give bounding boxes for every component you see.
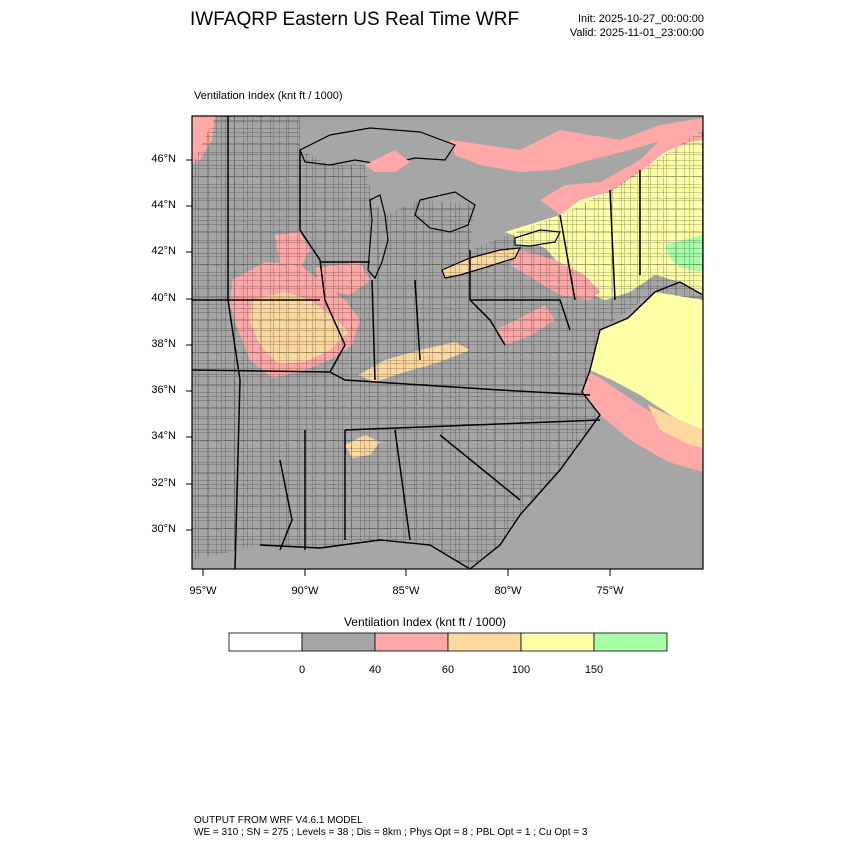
graticule [639,299,703,381]
lon-label: 75°W [596,585,624,597]
lat-ticks [186,159,192,531]
colorbar-bin [374,632,449,652]
colorbar-bin [593,632,668,652]
colorbar-bin [301,632,376,652]
coastline [259,281,703,569]
lon-label: 90°W [291,585,319,597]
lat-label: 36°N [151,384,176,396]
lake-superior-patch [365,150,410,172]
footer-model-line: OUTPUT FROM WRF V4.6.1 MODEL [194,815,363,826]
init-time: Init: 2025-10-27_00:00:00 [578,13,704,25]
main-title: IWFAQRP Eastern US Real Time WRF [190,9,520,30]
northeast-moderate-band [540,128,703,215]
colorbar [228,632,668,652]
lon-label: 80°W [494,585,522,597]
lat-label: 30°N [151,523,176,535]
state-boundaries [192,116,641,569]
lon-label: 85°W [392,585,420,597]
map-frame [191,115,704,570]
lat-label: 32°N [151,477,176,489]
colorbar-bin [447,632,522,652]
lat-label: 38°N [151,338,176,350]
lon-ticks [202,569,611,576]
ocean-high-region [590,292,703,430]
lon-label: 95°W [189,585,217,597]
canada-moderate-band [450,118,703,172]
colorbar-level-label: 60 [441,664,455,676]
colorbar-level-label: 0 [298,664,306,676]
plot-title: Ventilation Index (knt ft / 1000) [194,90,343,102]
ocean-orange-band [648,405,703,448]
lat-label: 40°N [151,292,176,304]
colorbar-level-label: 150 [584,664,604,676]
county-boundaries-secondary [192,116,703,569]
colorbar-bin [228,632,303,652]
legend-title: Ventilation Index (knt ft / 1000) [343,615,507,629]
lat-label: 44°N [151,199,176,211]
footer: OUTPUT FROM WRF V4.6.1 MODEL WE = 310 ; … [194,815,587,839]
colorbar-bin [520,632,595,652]
map-body [192,116,703,569]
colorbar-level-label: 40 [368,664,382,676]
gulf-region [192,540,470,569]
ocean-low-region [470,415,703,569]
ocean-moderate-region [582,372,703,472]
lat-label: 42°N [151,245,176,257]
valid-time: Valid: 2025-11-01_23:00:00 [569,27,704,39]
colorbar-level-label: 100 [511,664,531,676]
footer-config-line: WE = 310 ; SN = 275 ; Levels = 38 ; Dis … [194,827,588,838]
lat-label: 46°N [151,153,176,165]
lat-label: 34°N [151,430,176,442]
